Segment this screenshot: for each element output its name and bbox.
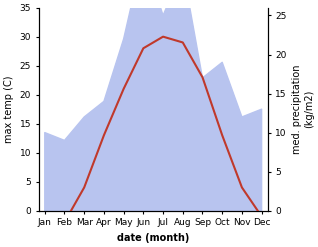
X-axis label: date (month): date (month) (117, 233, 190, 243)
Y-axis label: med. precipitation
(kg/m2): med. precipitation (kg/m2) (292, 64, 314, 154)
Y-axis label: max temp (C): max temp (C) (4, 75, 14, 143)
